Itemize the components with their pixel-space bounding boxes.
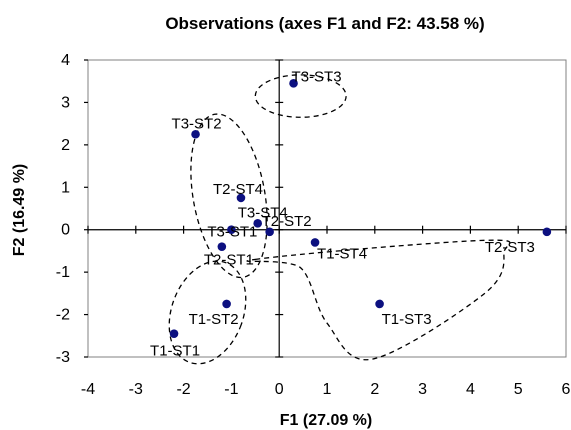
cluster-ellipse [254, 74, 347, 118]
cluster-outlines [168, 74, 511, 365]
data-point-label: T2-ST2 [262, 213, 312, 230]
data-point [169, 329, 179, 338]
x-tick-label: 5 [514, 381, 523, 398]
y-tick-label: 1 [61, 179, 70, 196]
axis-ticks: -4 -3 -2 -1 0 1 2 3 4 5 6 -3 -2 -1 0 1 2 3 4 [56, 52, 571, 398]
chart-title: Observations (axes F1 and F2: 43.58 %) [165, 14, 484, 33]
data-point-label: T3-ST4 [238, 204, 288, 221]
data-point-label: T1-ST2 [189, 311, 239, 328]
data-point [310, 238, 320, 247]
data-point-label: T2-ST4 [213, 181, 263, 198]
x-tick-label: -1 [224, 381, 238, 398]
x-tick-label: 6 [562, 381, 571, 398]
x-tick-label: 4 [466, 381, 475, 398]
data-point-label: T1-ST1 [150, 343, 200, 360]
y-tick-label: 0 [61, 222, 70, 239]
x-tick-label: 1 [323, 381, 332, 398]
x-tick-label: -4 [81, 381, 95, 398]
x-tick-label: 3 [418, 381, 427, 398]
data-point-label: T3-ST1 [207, 224, 257, 241]
data-point-label: T2-ST1 [204, 252, 254, 269]
data-point-label: T1-ST4 [317, 245, 367, 262]
data-point-label: T3-ST3 [292, 68, 342, 85]
x-tick-label: 2 [370, 381, 379, 398]
y-axis-title: F2 (16.49 %) [11, 164, 28, 256]
y-tick-label: 3 [61, 94, 70, 111]
cluster-ellipse [168, 260, 247, 365]
data-point-label: T2-ST3 [485, 239, 535, 256]
data-point [375, 299, 384, 309]
data-point [265, 227, 274, 237]
data-point [253, 219, 262, 228]
x-tick-label: 0 [275, 381, 284, 398]
data-point [542, 227, 552, 237]
y-tick-label: 4 [61, 52, 70, 69]
y-tick-label: 2 [61, 137, 70, 154]
data-point [289, 79, 298, 88]
y-tick-label: -3 [56, 349, 70, 366]
x-axis-title: F1 (27.09 %) [280, 412, 372, 429]
cluster-ellipse [190, 113, 268, 279]
x-tick-label: -2 [176, 381, 190, 398]
data-point [191, 129, 200, 139]
cluster-outline [246, 239, 511, 361]
data-point-label: T1-ST3 [382, 311, 432, 328]
data-point [236, 193, 246, 203]
y-tick-label: -1 [56, 264, 70, 281]
data-point [227, 225, 236, 235]
plot-frame [87, 59, 567, 358]
x-tick-label: -3 [129, 381, 143, 398]
data-point [222, 299, 231, 309]
data-point [217, 242, 227, 251]
data-point-label: T3-ST2 [172, 115, 222, 132]
y-tick-label: -2 [56, 307, 70, 324]
